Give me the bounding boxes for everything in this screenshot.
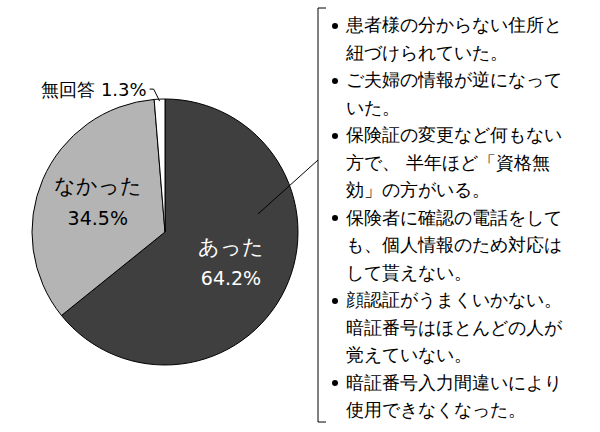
html-text:方で、 半年ほど「資格無: 方で、 半年ほど「資格無 xyxy=(346,152,550,173)
html-text:患者様の分からない住所と: 患者様の分からない住所と xyxy=(346,15,562,35)
html-text:して貰えない。: して貰えない。 xyxy=(346,262,472,283)
html-text:も、個人情報のため対応は: も、個人情報のため対応は xyxy=(346,235,562,255)
html-text:紐づけられていた。: 紐づけられていた。 xyxy=(346,42,508,63)
html-text:効」の方がいる。: 効」の方がいる。 xyxy=(346,180,490,200)
html-text:保険者に確認の電話をして: 保険者に確認の電話をして xyxy=(346,207,562,228)
svg-text:あった: あった xyxy=(198,235,264,259)
svg-text:なかった: なかった xyxy=(54,174,142,198)
svg-text:無回答 1.3%: 無回答 1.3% xyxy=(41,79,146,100)
html-text:ご夫婦の情報が逆になって: ご夫婦の情報が逆になって xyxy=(346,70,562,90)
html-text:暗証番号入力間違いにより: 暗証番号入力間違いにより xyxy=(346,372,562,393)
html-text:覚えていない。: 覚えていない。 xyxy=(346,345,472,365)
html-text:保険証の変更など何もない: 保険証の変更など何もない xyxy=(346,125,562,145)
svg-text:64.2%: 64.2% xyxy=(201,267,261,289)
svg-text:34.5%: 34.5% xyxy=(68,207,128,229)
html-text:暗証番号はほとんどの人が: 暗証番号はほとんどの人が xyxy=(346,317,562,338)
html-text:顔認証がうまくいかない。: 顔認証がうまくいかない。 xyxy=(346,290,562,310)
html-text:使用できなくなった。: 使用できなくなった。 xyxy=(346,400,526,420)
html-text:いた。: いた。 xyxy=(346,97,400,118)
